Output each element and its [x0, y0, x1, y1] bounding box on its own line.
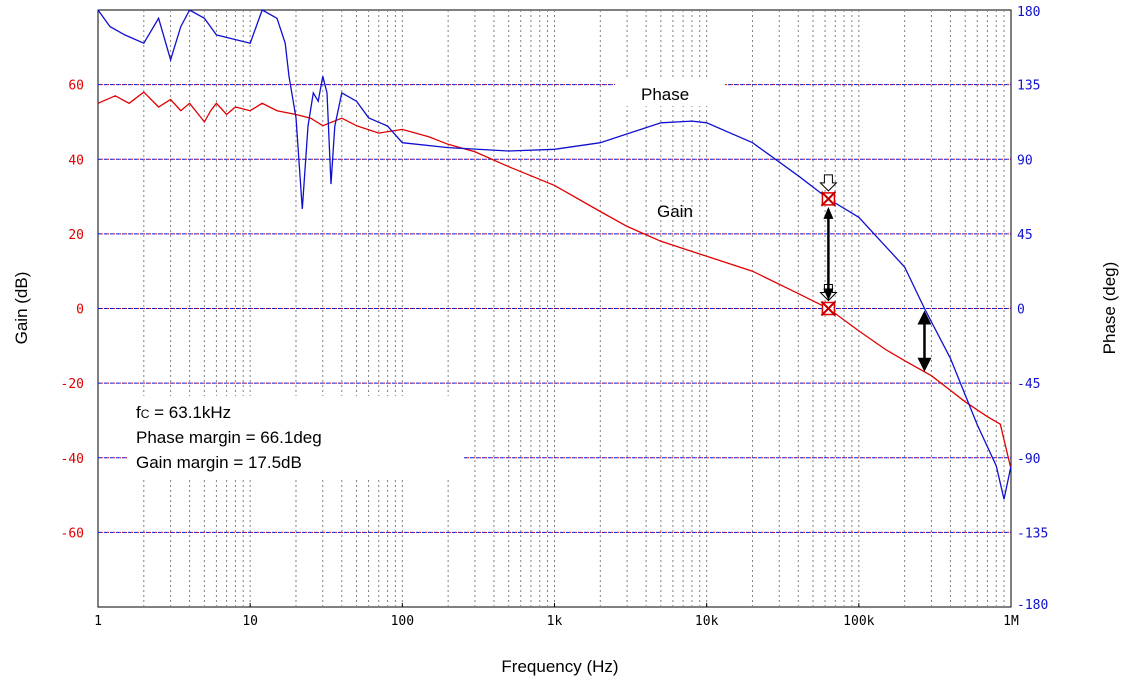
y-right-tick-label: 180: [1017, 5, 1040, 20]
x-tick-label: 100: [391, 614, 414, 629]
down-arrow-icon: [819, 174, 838, 192]
x-axis-label: Frequency (Hz): [501, 657, 618, 676]
gain-series-line: [97, 91, 1012, 470]
y-left-tick-label: 40: [68, 153, 84, 168]
phase-crossover-marker-cross: [820, 191, 837, 207]
gain-series-label: Gain: [657, 202, 693, 221]
y-left-tick-label: 0: [76, 303, 84, 318]
arrow-head-icon: [917, 357, 932, 372]
x-tick-label: 1M: [1003, 614, 1019, 629]
margin-box-bg: [128, 396, 464, 478]
y-axis-right-label: Phase (deg): [1100, 262, 1119, 355]
y-right-tick-label: 135: [1017, 79, 1040, 94]
y-left-tick-label: 20: [68, 228, 84, 243]
y-left-tick-label: -60: [61, 526, 84, 541]
y-right-tick-label: 90: [1017, 153, 1033, 168]
phase-label-bg: [615, 80, 725, 106]
x-tick-label: 1k: [547, 614, 563, 629]
x-tick-label: 1: [94, 614, 102, 629]
y-right-tick-label: -180: [1017, 598, 1048, 613]
margin-markers: [819, 174, 932, 372]
x-tick-label: 10k: [695, 614, 719, 629]
gain-crossover-marker-cross: [820, 300, 837, 317]
tick-labels: 1 10 100 1k 10k 100k 1M 60 40 20 0 -20 -40 -60 180 135 9…: [61, 5, 1049, 629]
grid: [98, 10, 1011, 607]
y-right-tick-label: -135: [1017, 526, 1048, 541]
y-axis-left-label: Gain (dB): [12, 272, 31, 345]
y-left-tick-label: -40: [61, 452, 84, 467]
gain-margin-text: Gain margin = 17.5dB: [136, 453, 302, 472]
phase-series-line: [97, 9, 1012, 500]
crossover-frequency-text: fC = 63.1kHz: [136, 403, 231, 422]
arrow-head-icon: [823, 288, 834, 301]
y-right-tick-label: 0: [1017, 303, 1025, 318]
arrow-head-icon: [823, 206, 834, 219]
series-lines: [97, 9, 1012, 500]
y-left-tick-label: -20: [61, 377, 84, 392]
x-tick-label: 10: [242, 614, 258, 629]
phase-margin-text: Phase margin = 66.1deg: [136, 428, 322, 447]
y-right-tick-label: 45: [1017, 228, 1033, 243]
y-left-tick-label: 60: [68, 79, 84, 94]
x-tick-label: 100k: [843, 614, 874, 629]
phase-series-label: Phase: [641, 85, 689, 104]
y-right-tick-label: -45: [1017, 377, 1040, 392]
y-right-tick-label: -90: [1017, 452, 1040, 467]
arrow-head-icon: [917, 310, 932, 325]
